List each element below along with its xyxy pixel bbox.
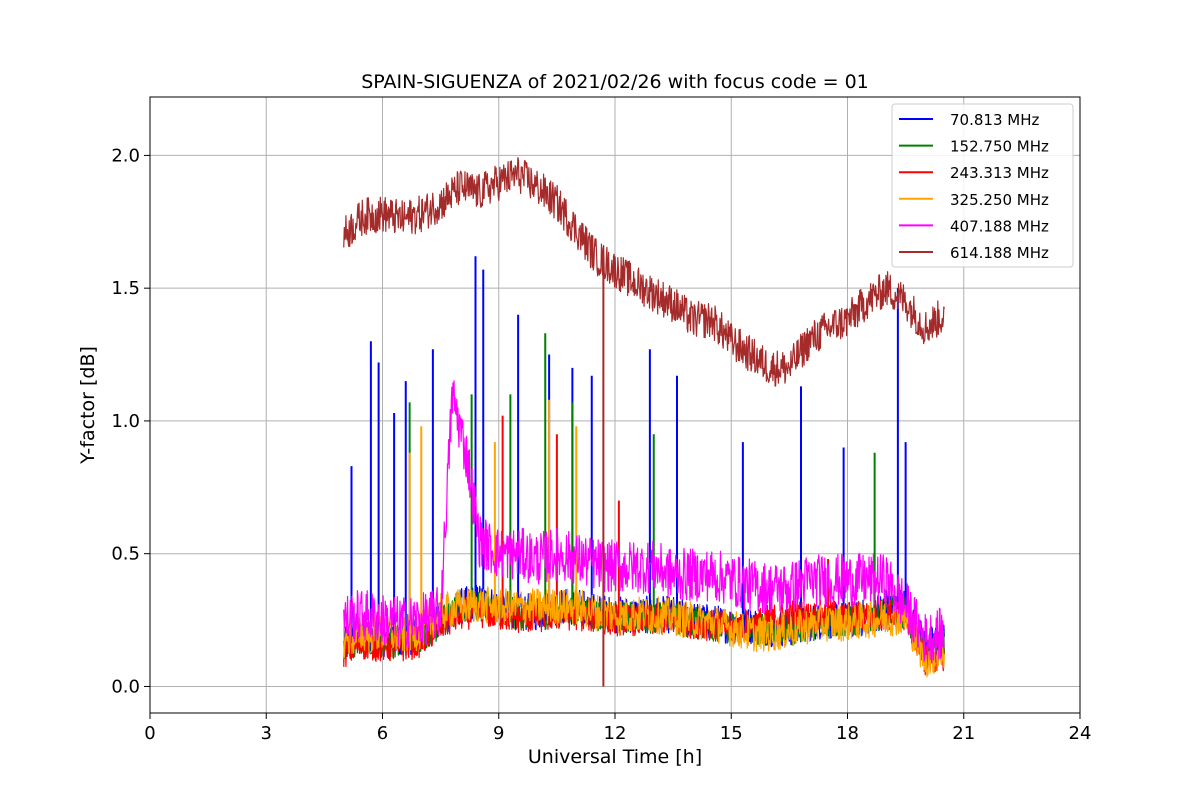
legend-label: 407.188 MHz	[950, 217, 1049, 235]
x-tick-label: 9	[493, 723, 504, 744]
x-tick-label: 0	[144, 723, 155, 744]
y-axis-label: Y-factor [dB]	[77, 346, 99, 465]
y-tick-label: 0.0	[111, 676, 140, 697]
y-tick-label: 1.0	[111, 411, 140, 432]
legend: 70.813 MHz 152.750 MHz 243.313 MHz 325.250 …	[891, 103, 1074, 268]
y-tick-label: 0.5	[111, 544, 140, 565]
x-tick-label: 12	[604, 723, 627, 744]
series-line	[343, 586, 945, 678]
legend-label: 70.813 MHz	[950, 111, 1039, 129]
legend-label: 614.188 MHz	[950, 244, 1049, 262]
series-line	[343, 380, 945, 664]
legend-label: 325.250 MHz	[950, 191, 1049, 209]
legend-label: 152.750 MHz	[950, 138, 1049, 156]
x-tick-label: 6	[377, 723, 388, 744]
x-tick-label: 21	[952, 723, 975, 744]
legend-box	[891, 103, 1074, 268]
chart-title: SPAIN-SIGUENZA of 2021/02/26 with focus …	[361, 71, 869, 93]
x-tick-label: 3	[261, 723, 272, 744]
y-tick-label: 2.0	[111, 145, 140, 166]
series-5	[343, 156, 945, 687]
series-3	[343, 399, 945, 678]
x-tick-label: 24	[1069, 723, 1092, 744]
series-line	[343, 156, 945, 387]
x-tick-label: 15	[720, 723, 743, 744]
y-tick-label: 1.5	[111, 278, 140, 299]
axis-ticks: 0 3 6 9 12 15 18 21 24 0.0 0.5 1.0 1.5 2.0	[111, 145, 1091, 744]
series-line	[343, 596, 945, 676]
legend-label: 243.313 MHz	[950, 164, 1049, 182]
series-4	[343, 380, 945, 664]
x-tick-label: 18	[836, 723, 859, 744]
x-axis-label: Universal Time [h]	[528, 746, 702, 768]
series-group	[343, 156, 945, 687]
